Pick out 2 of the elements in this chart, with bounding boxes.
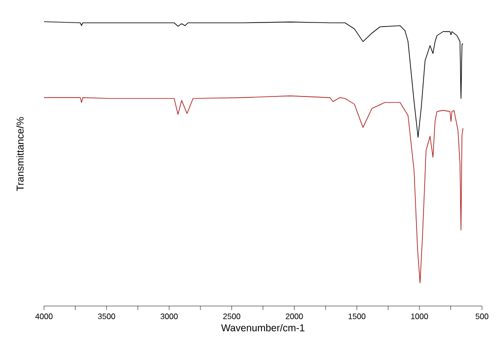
x-axis-title: Wavenumber/cm-1 (221, 324, 304, 332)
y-axis-title: Transmittance/% (16, 117, 24, 191)
